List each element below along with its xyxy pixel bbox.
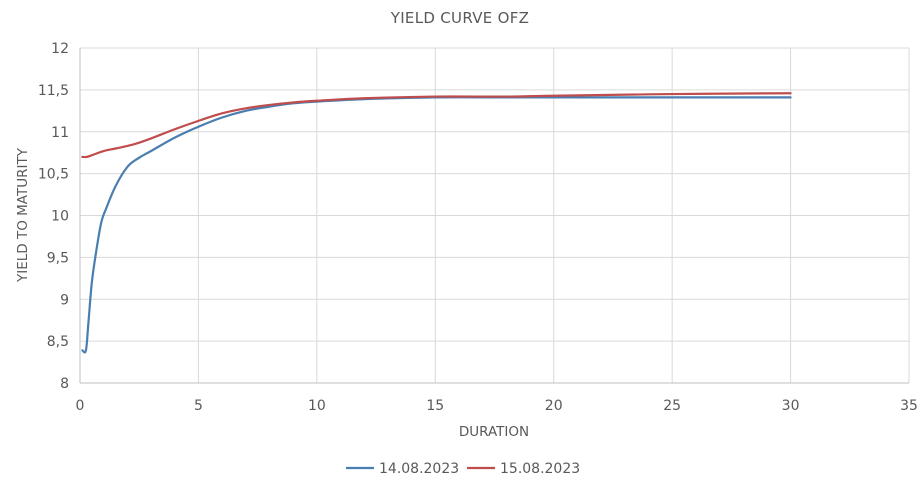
series-lines xyxy=(81,92,792,354)
chart-title: YIELD CURVE OFZ xyxy=(390,9,530,27)
x-tick-label: 15 xyxy=(426,398,444,414)
x-tick-label: 30 xyxy=(782,398,800,414)
legend-item-1: 14.08.2023 xyxy=(346,461,459,477)
gridlines xyxy=(80,47,910,383)
x-tick-label: 5 xyxy=(194,398,203,414)
y-tick-label: 11 xyxy=(51,125,69,141)
legend-label: 15.08.2023 xyxy=(500,461,580,477)
axes xyxy=(79,48,909,384)
y-tick-label: 10 xyxy=(51,209,69,225)
tick-labels: 8 8,5 9 9,5 10 10,5 11 11,5 12 0 5 10 15 20 25 30 35 xyxy=(38,41,918,414)
y-tick-label: 9 xyxy=(60,292,69,308)
legend: 14.08.2023 15.08.2023 xyxy=(346,461,580,477)
series-line-2 xyxy=(81,92,792,159)
y-tick-label: 8,5 xyxy=(47,334,69,350)
legend-item-2: 15.08.2023 xyxy=(467,461,580,477)
y-axis-label: YIELD TO MATURITY xyxy=(15,147,31,283)
y-tick-label: 11,5 xyxy=(38,83,69,99)
y-tick-label: 10,5 xyxy=(38,167,69,183)
x-tick-label: 20 xyxy=(545,398,563,414)
y-tick-label: 12 xyxy=(51,41,69,57)
x-tick-label: 0 xyxy=(76,398,85,414)
y-tick-label: 9,5 xyxy=(47,250,69,266)
x-tick-label: 35 xyxy=(900,398,918,414)
x-tick-label: 25 xyxy=(663,398,681,414)
x-tick-label: 10 xyxy=(308,398,326,414)
series-line-1 xyxy=(81,96,792,354)
legend-label: 14.08.2023 xyxy=(379,461,459,477)
x-axis-label: DURATION xyxy=(459,424,529,440)
y-tick-label: 8 xyxy=(60,376,69,392)
